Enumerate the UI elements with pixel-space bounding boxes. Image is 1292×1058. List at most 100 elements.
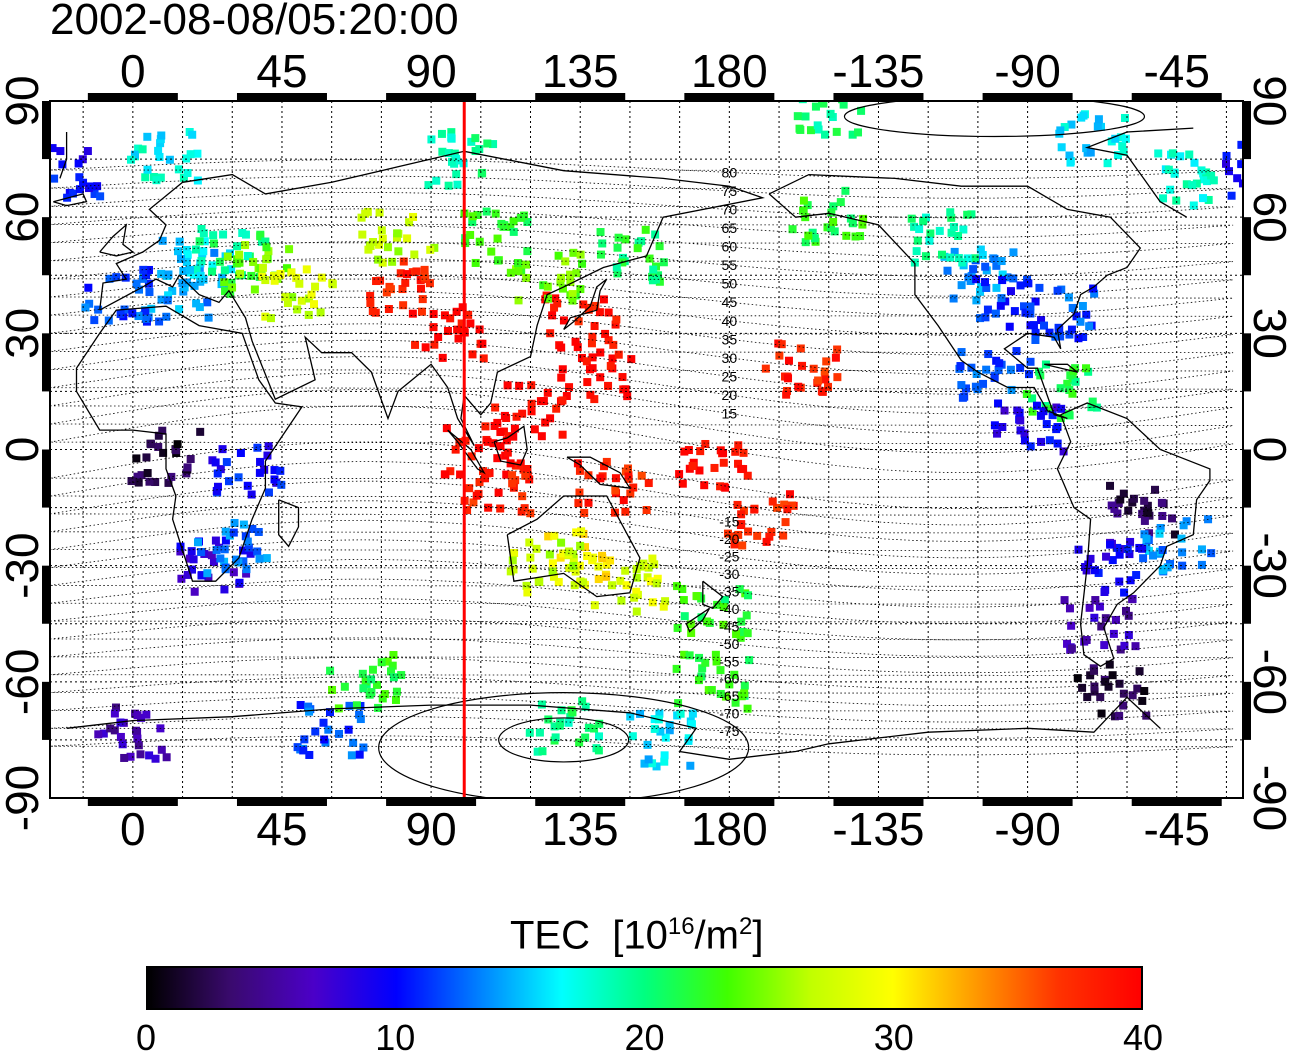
magnetic-latitude-label: -35: [719, 583, 739, 599]
tec-cell: [212, 486, 221, 495]
tec-cell: [969, 265, 978, 274]
tec-cell: [742, 611, 751, 620]
magnetic-latitude-label: -45: [719, 618, 739, 634]
tec-cell: [811, 102, 820, 111]
magnetic-latitude-line: [50, 274, 1234, 317]
tec-cell: [126, 752, 135, 761]
tec-cell: [716, 689, 725, 698]
tec-cell: [744, 591, 753, 600]
tec-cell: [162, 312, 171, 321]
tec-cell: [981, 278, 990, 287]
tec-colorbar: [146, 966, 1143, 1010]
tec-cell: [559, 316, 568, 325]
tec-cell: [907, 214, 916, 223]
tec-cell: [510, 549, 519, 558]
top-axis-bar: [684, 93, 775, 101]
tec-cell: [1053, 423, 1062, 432]
coastline: [1044, 363, 1078, 373]
tec-cell: [720, 595, 729, 604]
tec-cell: [293, 305, 302, 314]
tec-cell: [366, 291, 375, 300]
magnetic-latitude-line: [50, 715, 1234, 739]
tec-cell: [420, 265, 429, 274]
tec-cell: [262, 255, 271, 264]
tec-cell: [227, 278, 236, 287]
tec-cell: [1145, 529, 1154, 538]
tec-cell: [695, 653, 704, 662]
tec-cell: [1140, 687, 1149, 696]
tec-cell: [701, 439, 710, 448]
tec-cell: [527, 399, 536, 408]
tec-cell: [793, 112, 802, 121]
tec-cell: [134, 478, 143, 487]
tec-cell: [454, 334, 463, 343]
tec-cell: [176, 254, 185, 263]
tec-cell: [575, 488, 584, 497]
tec-cell: [984, 350, 993, 359]
tec-cell: [831, 353, 840, 362]
tec-cell: [725, 680, 734, 689]
tec-cell: [1158, 511, 1167, 520]
tec-cell: [1197, 545, 1206, 554]
tec-cell: [432, 176, 441, 185]
tec-cell: [687, 720, 696, 729]
tec-cell: [818, 387, 827, 396]
tec-cell: [912, 247, 921, 256]
tec-cell: [601, 329, 610, 338]
tec-cell: [565, 383, 574, 392]
tec-cell: [1053, 439, 1062, 448]
tec-cell: [976, 245, 985, 254]
tec-cell: [508, 556, 517, 565]
tec-cell: [378, 694, 387, 703]
tec-cell: [1020, 302, 1029, 311]
tec-cell: [1115, 711, 1124, 720]
tec-cell: [490, 421, 499, 430]
tec-cell: [1085, 603, 1094, 612]
tec-cell: [208, 267, 217, 276]
tec-cell: [145, 288, 154, 297]
tec-cell: [557, 538, 566, 547]
tec-cell: [261, 312, 270, 321]
tec-cell: [833, 373, 842, 382]
tec-cell: [732, 630, 741, 639]
magnetic-latitude-line: [50, 405, 1234, 473]
tec-cell: [132, 279, 141, 288]
tec-cell: [1029, 321, 1038, 330]
tec-cell: [557, 343, 566, 352]
tec-cell: [223, 252, 232, 261]
tec-cell: [551, 733, 560, 742]
tec-cell: [559, 549, 568, 558]
tec-cell: [402, 270, 411, 279]
tec-cell: [967, 210, 976, 219]
tec-cell: [613, 243, 622, 252]
tec-cell: [745, 656, 754, 665]
tec-cell: [621, 385, 630, 394]
tec-cell: [796, 125, 805, 134]
tec-cell: [1059, 447, 1068, 456]
colorbar-tick-label: 10: [375, 1017, 416, 1058]
tec-cell: [174, 165, 183, 174]
tec-cell: [1086, 554, 1095, 563]
tec-cell: [558, 365, 567, 374]
tec-cell: [604, 381, 613, 390]
tec-cell: [680, 650, 689, 659]
tec-cell: [1083, 693, 1092, 702]
tec-cell: [247, 271, 256, 280]
tec-cell: [577, 353, 586, 362]
tec-cell: [220, 585, 229, 594]
tec-cell: [972, 369, 981, 378]
tec-cell: [110, 709, 119, 718]
tec-cell: [521, 471, 530, 480]
colorbar-tick-label: 40: [1122, 1017, 1164, 1058]
tec-cell: [1101, 614, 1110, 623]
tec-cell: [768, 497, 777, 506]
tec-cell: [1026, 302, 1035, 311]
tec-cell: [1026, 357, 1035, 366]
tec-cell: [632, 587, 641, 596]
tec-cell: [358, 669, 367, 678]
tec-cell: [1119, 147, 1128, 156]
magnetic-latitude-line: [50, 676, 1234, 706]
tec-cell: [809, 364, 818, 373]
tec-cell: [660, 751, 669, 760]
tec-cell: [957, 281, 966, 290]
